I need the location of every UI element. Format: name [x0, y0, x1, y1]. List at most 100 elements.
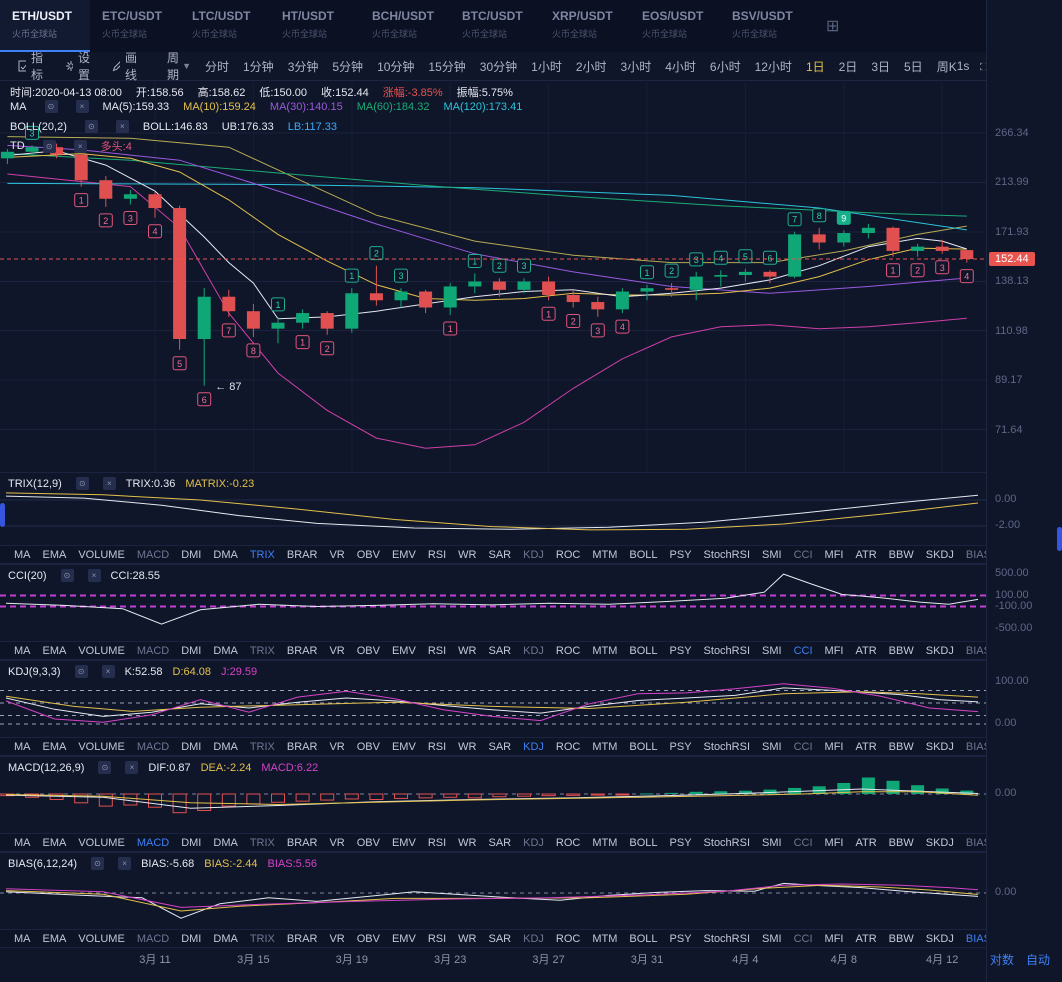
indicator-tab-mtm[interactable]: MTM	[592, 548, 618, 561]
indicator-tab-wr[interactable]: WR	[458, 644, 477, 657]
indicator-tab-smi[interactable]: SMI	[762, 836, 782, 849]
indicator-tab-boll[interactable]: BOLL	[629, 548, 658, 561]
indicator-tab-trix[interactable]: TRIX	[249, 932, 275, 945]
indicator-tab-obv[interactable]: OBV	[356, 548, 380, 561]
indicator-tab-dmi[interactable]: DMI	[181, 644, 202, 657]
indicator-tab-ma[interactable]: MA	[14, 932, 31, 945]
indicator-tab-sar[interactable]: SAR	[488, 836, 512, 849]
indicator-tab-wr[interactable]: WR	[458, 548, 477, 561]
indicator-tab-rsi[interactable]: RSI	[427, 932, 447, 945]
indicator-tab-psy[interactable]: PSY	[669, 836, 692, 849]
panel-close-icon[interactable]: ×	[87, 569, 101, 582]
indicator-tab-psy[interactable]: PSY	[669, 740, 692, 753]
indicator-tab-wr[interactable]: WR	[458, 932, 477, 945]
indicator-tab-atr[interactable]: ATR	[855, 932, 877, 945]
draw-line-button[interactable]: 画线	[112, 49, 141, 83]
indicator-tab-brar[interactable]: BRAR	[286, 548, 318, 561]
indicator-tab-sar[interactable]: SAR	[488, 548, 512, 561]
indicator-tab-dmi[interactable]: DMI	[181, 740, 202, 753]
indicator-tab-psy[interactable]: PSY	[669, 932, 692, 945]
indicator-tab-obv[interactable]: OBV	[356, 836, 380, 849]
indicator-tab-vr[interactable]: VR	[329, 644, 345, 657]
indicator-tab-macd[interactable]: MACD	[136, 548, 170, 561]
indicator-tab-rsi[interactable]: RSI	[427, 836, 447, 849]
indicator-tab-boll[interactable]: BOLL	[629, 740, 658, 753]
indicator-tab-dma[interactable]: DMA	[213, 548, 238, 561]
indicator-tab-brar[interactable]: BRAR	[286, 932, 318, 945]
indicator-tab-sar[interactable]: SAR	[488, 932, 512, 945]
main-candlestick-chart[interactable]: 3 1 2 3 4 5 6 7 8 1 1 2 1 2 3 1 1 2 3 1 2 3 4 1 2 3 4 5 6 7 8 9 1 2 3 4 ← 87	[0, 80, 986, 472]
macd-panel-plot[interactable]	[0, 756, 986, 834]
indicator-tab-bbw[interactable]: BBW	[888, 548, 914, 561]
indicator-tab-dma[interactable]: DMA	[213, 932, 238, 945]
indicator-tab-roc[interactable]: ROC	[555, 548, 581, 561]
legend-settings-icon[interactable]: ⊙	[44, 100, 58, 113]
indicator-tab-sar[interactable]: SAR	[488, 644, 512, 657]
legend-close-icon[interactable]: ×	[73, 139, 87, 153]
pane-resize-handle-left[interactable]	[0, 503, 5, 527]
indicator-tab-dma[interactable]: DMA	[213, 644, 238, 657]
timeframe-5分钟[interactable]: 5分钟	[332, 59, 364, 74]
tabs-more-icon[interactable]: ⊞	[826, 18, 840, 35]
indicator-tab-bias[interactable]: BIAS	[965, 644, 991, 657]
indicator-tab-mtm[interactable]: MTM	[592, 644, 618, 657]
indicator-tab-wr[interactable]: WR	[458, 836, 477, 849]
indicator-tab-mfi[interactable]: MFI	[824, 740, 844, 753]
timeframe-1日[interactable]: 1日	[805, 59, 825, 74]
indicator-tab-brar[interactable]: BRAR	[286, 644, 318, 657]
indicator-tab-trix[interactable]: TRIX	[249, 740, 275, 753]
indicator-tab-dma[interactable]: DMA	[213, 740, 238, 753]
pair-tab-eos[interactable]: EOS/USDT 火币全球站	[630, 0, 720, 52]
indicator-tab-mfi[interactable]: MFI	[824, 836, 844, 849]
timeframe-3日[interactable]: 3日	[871, 59, 890, 74]
indicator-tab-kdj[interactable]: KDJ	[523, 740, 544, 753]
indicator-tab-bias[interactable]: BIAS	[965, 740, 991, 753]
indicator-tab-emv[interactable]: EMV	[391, 740, 416, 753]
pair-tab-xrp[interactable]: XRP/USDT 火币全球站	[540, 0, 630, 52]
log-scale-toggle[interactable]: 对数	[990, 953, 1015, 967]
indicator-tab-cci[interactable]: CCI	[793, 548, 813, 561]
indicator-tab-skdj[interactable]: SKDJ	[925, 740, 954, 753]
indicator-tab-bbw[interactable]: BBW	[888, 740, 914, 753]
indicator-tab-skdj[interactable]: SKDJ	[925, 644, 954, 657]
indicator-tab-dmi[interactable]: DMI	[181, 548, 202, 561]
indicator-tab-vr[interactable]: VR	[329, 932, 345, 945]
panel-close-icon[interactable]: ×	[125, 761, 139, 774]
panel-close-icon[interactable]: ×	[101, 665, 115, 678]
indicator-tab-mtm[interactable]: MTM	[592, 740, 618, 753]
indicator-tab-trix[interactable]: TRIX	[249, 548, 275, 561]
indicator-tab-emv[interactable]: EMV	[391, 932, 416, 945]
indicator-tab-dmi[interactable]: DMI	[181, 836, 202, 849]
indicator-tab-obv[interactable]: OBV	[356, 644, 380, 657]
indicator-tab-volume[interactable]: VOLUME	[78, 644, 125, 657]
indicator-tab-mfi[interactable]: MFI	[824, 644, 844, 657]
trix-panel-plot[interactable]	[0, 472, 986, 546]
indicator-button[interactable]: 指标	[18, 49, 47, 83]
indicator-tab-atr[interactable]: ATR	[855, 644, 877, 657]
indicator-tab-roc[interactable]: ROC	[555, 644, 581, 657]
indicator-tab-cci[interactable]: CCI	[793, 836, 813, 849]
indicator-tab-obv[interactable]: OBV	[356, 932, 380, 945]
indicator-tab-kdj[interactable]: KDJ	[523, 932, 544, 945]
indicator-tab-mtm[interactable]: MTM	[592, 932, 618, 945]
indicator-tab-emv[interactable]: EMV	[391, 644, 416, 657]
pair-tab-ltc[interactable]: LTC/USDT 火币全球站	[180, 0, 270, 52]
indicator-tab-mfi[interactable]: MFI	[824, 548, 844, 561]
indicator-tab-rsi[interactable]: RSI	[427, 548, 447, 561]
indicator-tab-macd[interactable]: MACD	[136, 740, 170, 753]
indicator-tab-rsi[interactable]: RSI	[427, 644, 447, 657]
panel-settings-icon[interactable]: ⊙	[98, 761, 112, 774]
timeframe-分时[interactable]: 分时	[204, 59, 229, 74]
indicator-tab-trix[interactable]: TRIX	[249, 836, 275, 849]
panel-close-icon[interactable]: ×	[102, 477, 116, 490]
bias-panel-plot[interactable]	[0, 852, 986, 930]
indicator-tab-bias[interactable]: BIAS	[965, 836, 991, 849]
indicator-tab-macd[interactable]: MACD	[136, 836, 170, 849]
indicator-tab-volume[interactable]: VOLUME	[78, 548, 125, 561]
indicator-tab-cci[interactable]: CCI	[793, 932, 813, 945]
indicator-tab-boll[interactable]: BOLL	[629, 644, 658, 657]
indicator-tab-smi[interactable]: SMI	[762, 932, 782, 945]
indicator-tab-ma[interactable]: MA	[14, 740, 31, 753]
pair-tab-btc[interactable]: BTC/USDT 火币全球站	[450, 0, 540, 52]
period-dropdown[interactable]: 周期 ▼	[167, 49, 191, 83]
